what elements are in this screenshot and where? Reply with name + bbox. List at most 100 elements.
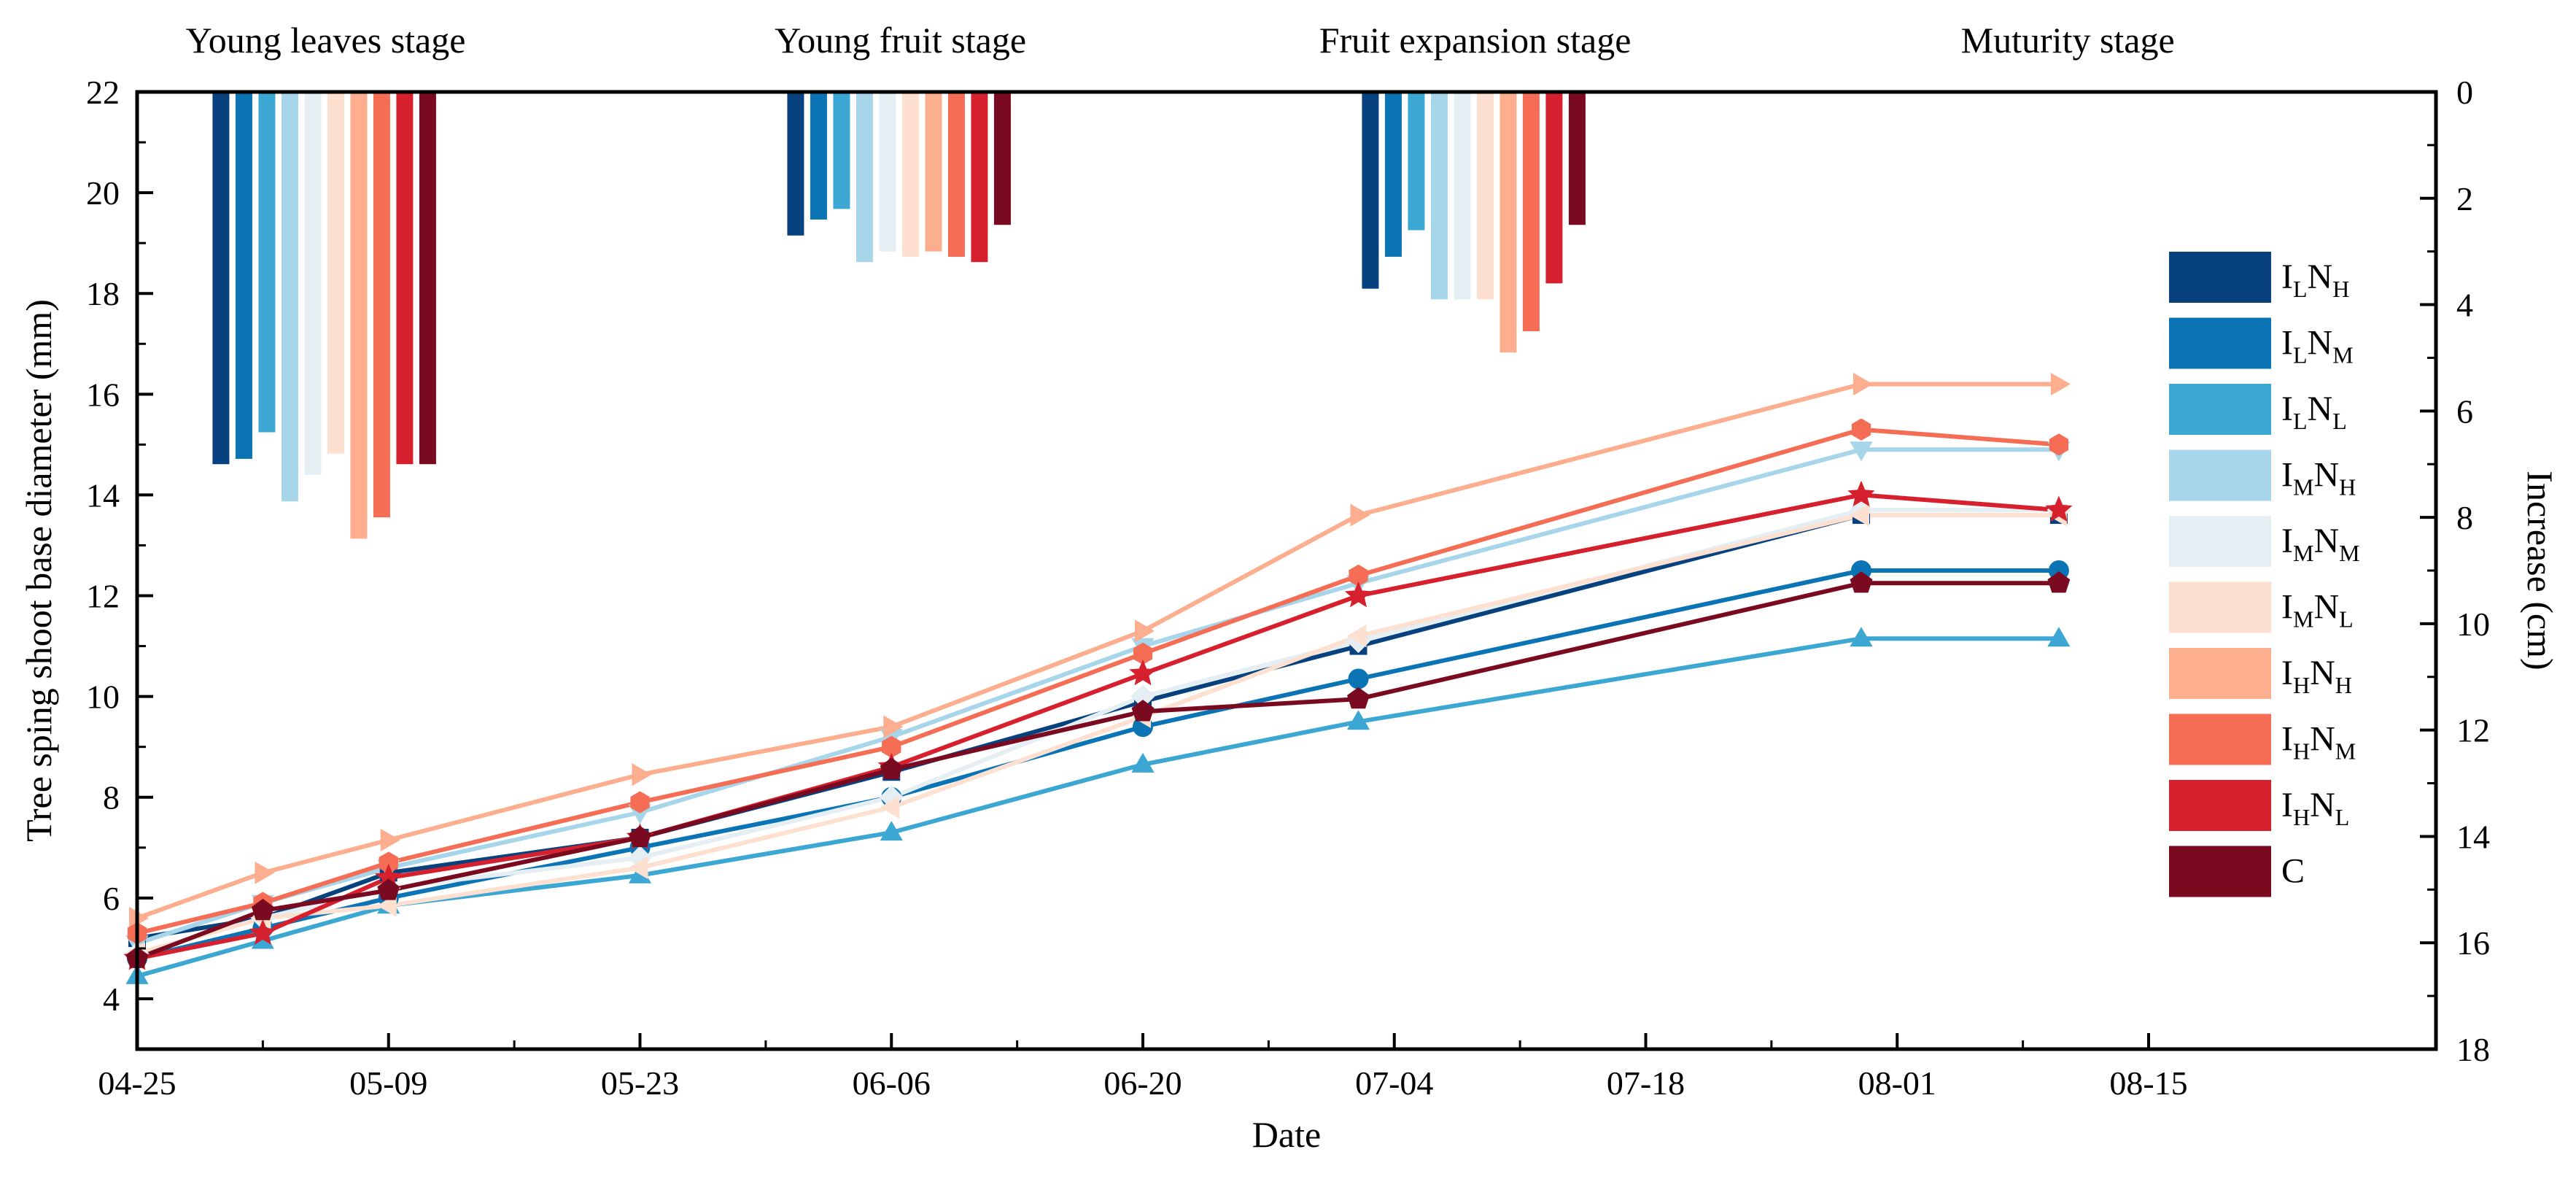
increase-bar bbox=[1545, 92, 1563, 284]
stage-label: Young fruit stage bbox=[775, 20, 1026, 61]
y-tick-label: 4 bbox=[103, 981, 120, 1018]
data-point bbox=[380, 828, 400, 852]
stage-label: Fruit expansion stage bbox=[1319, 20, 1632, 61]
diameter-lines bbox=[136, 382, 2060, 978]
data-point bbox=[1346, 710, 1370, 730]
plot-frame bbox=[135, 90, 2438, 1051]
legend-label: ILNM bbox=[2281, 324, 2354, 368]
data-point bbox=[1850, 441, 1873, 462]
increase-bar bbox=[787, 92, 804, 236]
legend-label: IHNL bbox=[2281, 786, 2349, 830]
data-point bbox=[1129, 659, 1157, 686]
y-tick-label: 6 bbox=[103, 880, 120, 917]
data-point bbox=[1344, 581, 1373, 608]
x-tick-label: 07-04 bbox=[1355, 1064, 1433, 1102]
data-point bbox=[630, 791, 650, 813]
y2-tick-label: 10 bbox=[2456, 606, 2490, 643]
legend-label: IMNH bbox=[2281, 456, 2356, 500]
increase-bar bbox=[947, 92, 965, 257]
data-point bbox=[1847, 480, 1875, 507]
data-point bbox=[2050, 372, 2071, 396]
y-axis-title: Tree sping shoot base diameter (mm) bbox=[18, 299, 59, 842]
increase-bar bbox=[810, 92, 827, 220]
increase-bar bbox=[350, 92, 368, 539]
y2-tick-label: 2 bbox=[2456, 180, 2473, 217]
data-point bbox=[880, 795, 900, 819]
increase-bar bbox=[856, 92, 873, 263]
series-line bbox=[136, 513, 2059, 956]
data-point bbox=[1135, 619, 1155, 643]
legend-swatch bbox=[2169, 780, 2271, 831]
y2-tick-label: 12 bbox=[2456, 712, 2490, 749]
diameter-markers bbox=[123, 372, 2073, 984]
data-point bbox=[1131, 752, 1155, 773]
y-tick-label: 12 bbox=[86, 578, 120, 615]
data-point bbox=[1853, 372, 1873, 396]
x-axis-title: Date bbox=[1252, 1114, 1321, 1155]
increase-bar bbox=[1362, 92, 1379, 289]
legend-swatch bbox=[2169, 252, 2271, 303]
data-point bbox=[251, 898, 274, 921]
data-point bbox=[1850, 627, 1873, 647]
x-tick-label: 05-09 bbox=[349, 1064, 427, 1102]
increase-bar bbox=[1522, 92, 1540, 331]
axes: 04-25 05-09 05-23 06-06 06-20 07-04 07-18 08-01… bbox=[86, 74, 2490, 1102]
series-line bbox=[136, 513, 2059, 941]
y-tick-label: 22 bbox=[86, 74, 120, 111]
y2-tick-label: 8 bbox=[2456, 499, 2473, 536]
legend-label: IHNM bbox=[2281, 720, 2356, 765]
x-tick-label: 06-20 bbox=[1103, 1064, 1182, 1102]
legend-swatch bbox=[2169, 384, 2271, 435]
y2-tick-label: 16 bbox=[2456, 924, 2490, 962]
legend-label: IMNL bbox=[2281, 588, 2354, 633]
increase-bar bbox=[993, 92, 1011, 225]
y2-tick-label: 0 bbox=[2456, 74, 2473, 111]
y2-tick-label: 6 bbox=[2456, 393, 2473, 430]
increase-bars bbox=[212, 92, 1586, 539]
stage-label: Muturity stage bbox=[1961, 20, 2175, 61]
increase-bar bbox=[304, 92, 322, 475]
legend-label: C bbox=[2281, 852, 2305, 891]
increase-bar bbox=[901, 92, 919, 257]
legend-label: ILNL bbox=[2281, 390, 2347, 434]
legend-swatch bbox=[2169, 648, 2271, 699]
data-point bbox=[1851, 418, 1871, 441]
x-tick-label: 04-25 bbox=[98, 1064, 176, 1102]
data-point bbox=[880, 757, 903, 779]
y-tick-label: 18 bbox=[86, 275, 120, 312]
increase-bar bbox=[327, 92, 344, 454]
increase-bar bbox=[419, 92, 436, 465]
increase-bar bbox=[1408, 92, 1425, 231]
increase-bar bbox=[1454, 92, 1471, 300]
x-tick-label: 08-01 bbox=[1858, 1064, 1936, 1102]
increase-bar bbox=[258, 92, 276, 433]
increase-bar bbox=[1384, 92, 1402, 257]
data-point bbox=[883, 715, 904, 738]
increase-bar bbox=[396, 92, 414, 465]
increase-bar bbox=[879, 92, 896, 252]
legend: ILNH ILNM ILNL IMNH IMNM IMNL IHNH IHNM IHNL C bbox=[2169, 252, 2360, 897]
legend-label: ILNH bbox=[2281, 258, 2349, 302]
legend-label: IHNH bbox=[2281, 654, 2352, 698]
increase-bar bbox=[1500, 92, 1517, 353]
x-tick-label: 07-18 bbox=[1607, 1064, 1685, 1102]
increase-bar bbox=[1430, 92, 1448, 300]
data-point bbox=[1346, 625, 1367, 648]
legend-swatch bbox=[2169, 516, 2271, 567]
data-point bbox=[377, 878, 400, 900]
y2-axis-title: Increase (cm) bbox=[2520, 471, 2561, 670]
increase-bar bbox=[971, 92, 988, 263]
stage-label: Young leaves stage bbox=[186, 20, 466, 61]
series-line bbox=[136, 382, 2059, 921]
y2-tick-label: 18 bbox=[2456, 1031, 2490, 1068]
data-point bbox=[2047, 627, 2071, 647]
y-tick-label: 8 bbox=[103, 779, 120, 816]
data-point bbox=[629, 825, 651, 848]
data-point bbox=[2049, 433, 2068, 456]
data-point bbox=[1347, 687, 1370, 709]
data-point bbox=[1131, 700, 1155, 722]
data-point bbox=[2045, 495, 2073, 522]
x-tick-label: 08-15 bbox=[2109, 1064, 2187, 1102]
